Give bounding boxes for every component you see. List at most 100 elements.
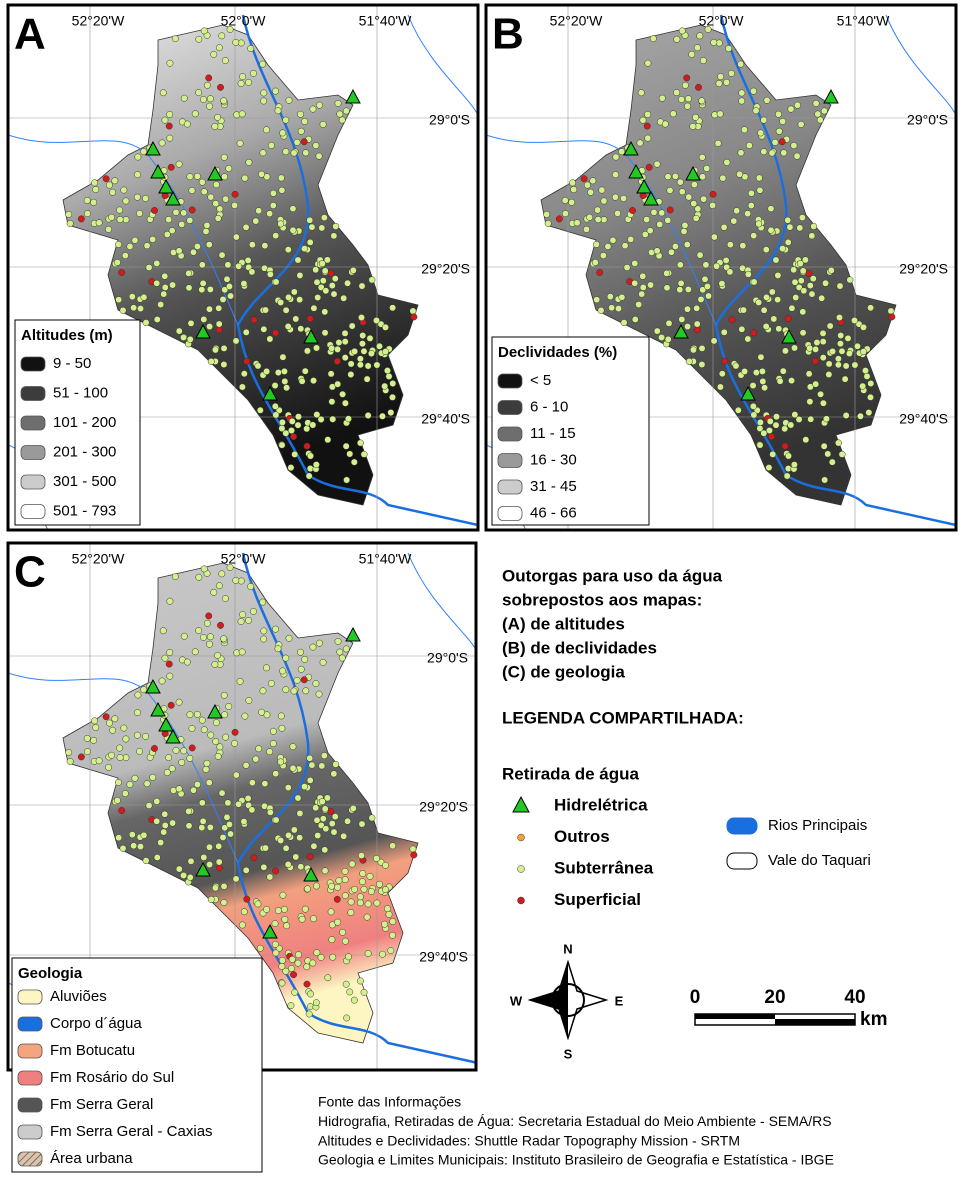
- scale-bar: [695, 1014, 775, 1019]
- groundwater-point: [315, 690, 323, 698]
- groundwater-point: [116, 754, 124, 761]
- groundwater-point: [223, 813, 231, 821]
- groundwater-point: [310, 304, 318, 312]
- groundwater-point: [600, 197, 608, 205]
- superficial-point: [102, 713, 110, 721]
- groundwater-point: [356, 899, 364, 907]
- groundwater-point: [161, 116, 169, 124]
- groundwater-point: [220, 97, 228, 105]
- superficial-point: [693, 326, 701, 334]
- groundwater-point: [195, 35, 203, 43]
- groundwater-point: [836, 282, 844, 290]
- superficial-point: [303, 980, 311, 988]
- groundwater-point: [703, 283, 711, 290]
- groundwater-point: [145, 264, 153, 271]
- groundwater-point: [684, 323, 692, 331]
- groundwater-point: [277, 299, 285, 306]
- groundwater-point: [324, 974, 332, 982]
- groundwater-point: [142, 857, 150, 865]
- groundwater-point: [774, 271, 782, 279]
- groundwater-point: [166, 649, 174, 656]
- superficial-point: [165, 122, 173, 130]
- groundwater-point: [599, 252, 607, 259]
- groundwater-point: [199, 817, 207, 825]
- groundwater-point: [750, 278, 758, 286]
- groundwater-point: [210, 50, 218, 58]
- groundwater-point: [235, 800, 243, 808]
- groundwater-point: [271, 402, 279, 410]
- groundwater-point: [259, 149, 267, 157]
- groundwater-point: [710, 38, 718, 46]
- groundwater-point: [206, 640, 213, 648]
- groundwater-point: [186, 173, 194, 181]
- groundwater-point: [677, 279, 685, 287]
- groundwater-point: [310, 377, 317, 385]
- groundwater-point: [328, 936, 336, 944]
- groundwater-point: [211, 884, 219, 892]
- legend-swatch: [20, 415, 46, 431]
- groundwater-point: [83, 210, 91, 218]
- hydro-point: [195, 861, 211, 877]
- groundwater-point: [130, 842, 138, 850]
- groundwater-point: [190, 248, 197, 256]
- groundwater-point: [367, 888, 375, 895]
- groundwater-point: [191, 648, 199, 656]
- groundwater-point: [349, 804, 357, 812]
- groundwater-point: [658, 334, 665, 341]
- groundwater-point: [382, 323, 389, 331]
- groundwater-point: [143, 242, 151, 250]
- groundwater-point: [716, 383, 724, 391]
- legend-swatch: [20, 386, 46, 401]
- superficial-point: [205, 74, 213, 82]
- groundwater-point: [345, 953, 352, 961]
- legend-label: 301 - 500: [53, 473, 116, 490]
- groundwater-point: [736, 170, 744, 178]
- groundwater-point: [367, 350, 375, 357]
- groundwater-point: [749, 382, 757, 389]
- groundwater-point: [126, 781, 134, 788]
- description-line: (C) de geologia: [502, 662, 625, 681]
- groundwater-point: [818, 294, 826, 302]
- groundwater-point: [298, 377, 306, 385]
- groundwater-point: [322, 287, 330, 295]
- groundwater-point: [358, 340, 366, 348]
- groundwater-point: [668, 248, 675, 256]
- groundwater-point: [260, 635, 268, 643]
- groundwater-point: [639, 116, 647, 124]
- groundwater-point: [784, 238, 792, 246]
- groundwater-point: [312, 266, 320, 274]
- groundwater-point: [149, 773, 157, 781]
- groundwater-point: [787, 105, 795, 113]
- groundwater-point: [351, 885, 359, 893]
- groundwater-point: [351, 347, 359, 355]
- groundwater-point: [381, 382, 389, 390]
- groundwater-point: [267, 141, 275, 149]
- groundwater-point: [248, 268, 256, 276]
- groundwater-point: [313, 882, 320, 890]
- groundwater-point: [319, 658, 327, 666]
- legend-swatch: [497, 506, 523, 521]
- groundwater-point: [347, 360, 355, 368]
- groundwater-point: [297, 110, 304, 118]
- groundwater-point: [347, 909, 355, 916]
- groundwater-point: [676, 286, 684, 294]
- groundwater-point: [206, 843, 213, 851]
- superficial-point: [231, 728, 239, 736]
- superficial-point: [306, 315, 314, 323]
- superficial-point: [327, 808, 335, 815]
- groundwater-point: [166, 59, 174, 67]
- groundwater-point: [250, 607, 257, 615]
- groundwater-point: [702, 261, 710, 269]
- groundwater-point: [293, 676, 301, 684]
- groundwater-point: [338, 654, 346, 662]
- groundwater-point: [321, 805, 329, 813]
- groundwater-point: [856, 412, 864, 420]
- superficial-point: [303, 442, 311, 450]
- groundwater-point: [366, 334, 374, 342]
- groundwater-point: [771, 138, 779, 146]
- groundwater-point: [631, 259, 639, 267]
- groundwater-point: [701, 275, 709, 283]
- legend-label: Vale do Taquari: [768, 852, 871, 869]
- superficial-point: [333, 357, 341, 365]
- groundwater-point: [303, 425, 311, 433]
